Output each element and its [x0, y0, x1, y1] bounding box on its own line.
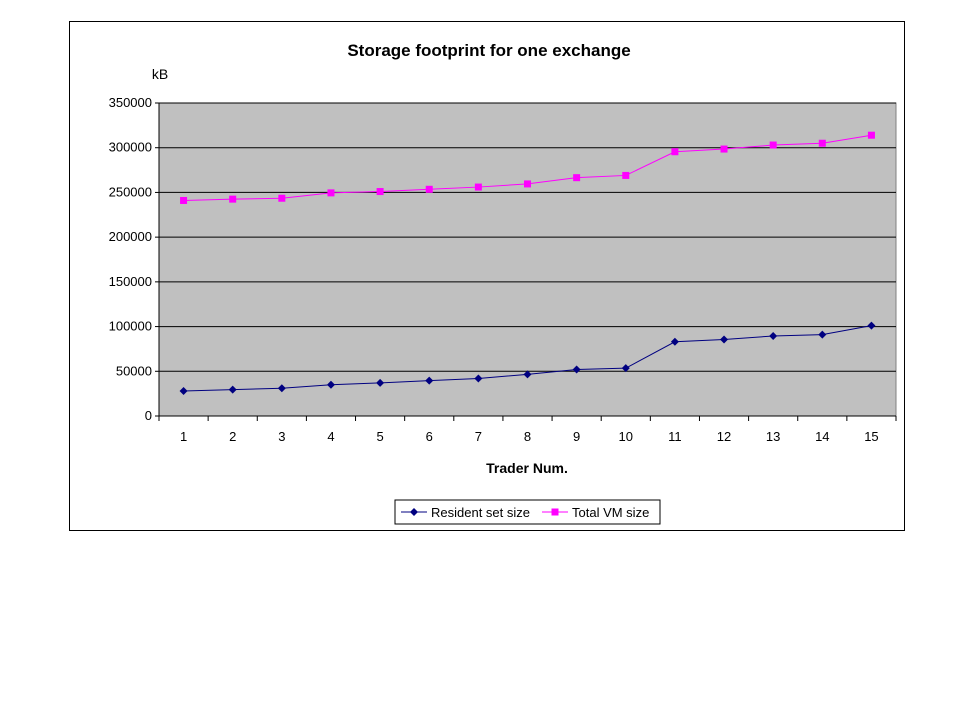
data-point-total-vm-size — [573, 174, 581, 182]
data-point-total-vm-size — [769, 141, 777, 149]
data-point-resident-set-size — [228, 385, 237, 394]
x-tick-label: 9 — [573, 429, 580, 444]
data-point-resident-set-size — [818, 330, 827, 339]
y-tick-label: 350000 — [109, 95, 152, 110]
data-point-resident-set-size — [769, 331, 778, 340]
data-point-resident-set-size — [326, 380, 335, 389]
x-tick-label: 11 — [668, 429, 682, 444]
y-tick-label: 0 — [145, 408, 152, 423]
legend-marker-resident-set-size — [410, 508, 418, 516]
x-tick-label: 8 — [524, 429, 531, 444]
plot-area — [158, 102, 897, 417]
x-tick-label: 3 — [278, 429, 285, 444]
x-tick-label: 7 — [475, 429, 482, 444]
x-tick-label: 4 — [327, 429, 334, 444]
x-tick-label: 5 — [376, 429, 383, 444]
legend-marker-total-vm-size — [551, 508, 559, 516]
x-axis-label: Trader Num. — [486, 460, 568, 476]
y-tick-label: 250000 — [109, 184, 152, 199]
data-point-total-vm-size — [524, 180, 531, 188]
data-point-resident-set-size — [474, 374, 483, 383]
x-tick-label: 14 — [815, 429, 829, 444]
x-tick-label: 10 — [619, 429, 633, 444]
y-tick-label: 50000 — [116, 363, 152, 378]
data-point-total-vm-size — [327, 189, 335, 197]
data-point-total-vm-size — [278, 194, 286, 202]
data-point-resident-set-size — [523, 370, 532, 379]
data-point-total-vm-size — [867, 131, 875, 139]
y-tick-label: 200000 — [109, 229, 152, 244]
grid-layer — [159, 102, 896, 372]
legend-box — [394, 499, 661, 525]
x-tick-label: 6 — [426, 429, 433, 444]
data-point-resident-set-size — [867, 321, 876, 330]
data-point-total-vm-size — [229, 195, 237, 203]
x-tick-label: 2 — [229, 429, 236, 444]
data-point-total-vm-size — [671, 148, 679, 156]
chart-svg: Storage footprint for one exchange kB 0 5… — [109, 41, 897, 525]
x-tick-label: 1 — [180, 429, 187, 444]
data-point-resident-set-size — [376, 378, 385, 387]
data-point-resident-set-size — [277, 384, 286, 393]
data-point-total-vm-size — [180, 196, 188, 204]
axis-layer: 0 50000 100000 150000 200000 250000 300000 3500… — [109, 95, 897, 444]
data-point-resident-set-size — [720, 335, 729, 344]
data-point-total-vm-size — [622, 171, 630, 179]
x-tick-label: 15 — [864, 429, 878, 444]
x-tick-label: 12 — [717, 429, 731, 444]
data-point-total-vm-size — [818, 139, 826, 147]
chart-frame: Storage footprint for one exchange kB 0 5… — [69, 21, 905, 531]
legend-label-resident-set-size: Resident set size — [431, 505, 530, 520]
data-point-resident-set-size — [670, 337, 679, 346]
data-point-resident-set-size — [425, 376, 434, 385]
data-point-resident-set-size — [179, 386, 188, 395]
legend: Resident set size Total VM size — [394, 499, 661, 525]
x-tick-label: 13 — [766, 429, 780, 444]
data-point-total-vm-size — [425, 185, 433, 193]
y-tick-label: 100000 — [109, 319, 152, 334]
data-point-total-vm-size — [376, 188, 384, 196]
y-tick-label: 150000 — [109, 274, 152, 289]
y-axis-label: kB — [152, 66, 168, 82]
y-tick-label: 300000 — [109, 140, 152, 155]
data-point-total-vm-size — [720, 145, 728, 153]
data-point-resident-set-size — [621, 364, 630, 373]
series-layer — [179, 131, 876, 395]
chart-title: Storage footprint for one exchange — [347, 41, 630, 60]
data-point-total-vm-size — [474, 183, 482, 191]
legend-label-total-vm-size: Total VM size — [572, 505, 649, 520]
data-point-resident-set-size — [572, 365, 581, 374]
